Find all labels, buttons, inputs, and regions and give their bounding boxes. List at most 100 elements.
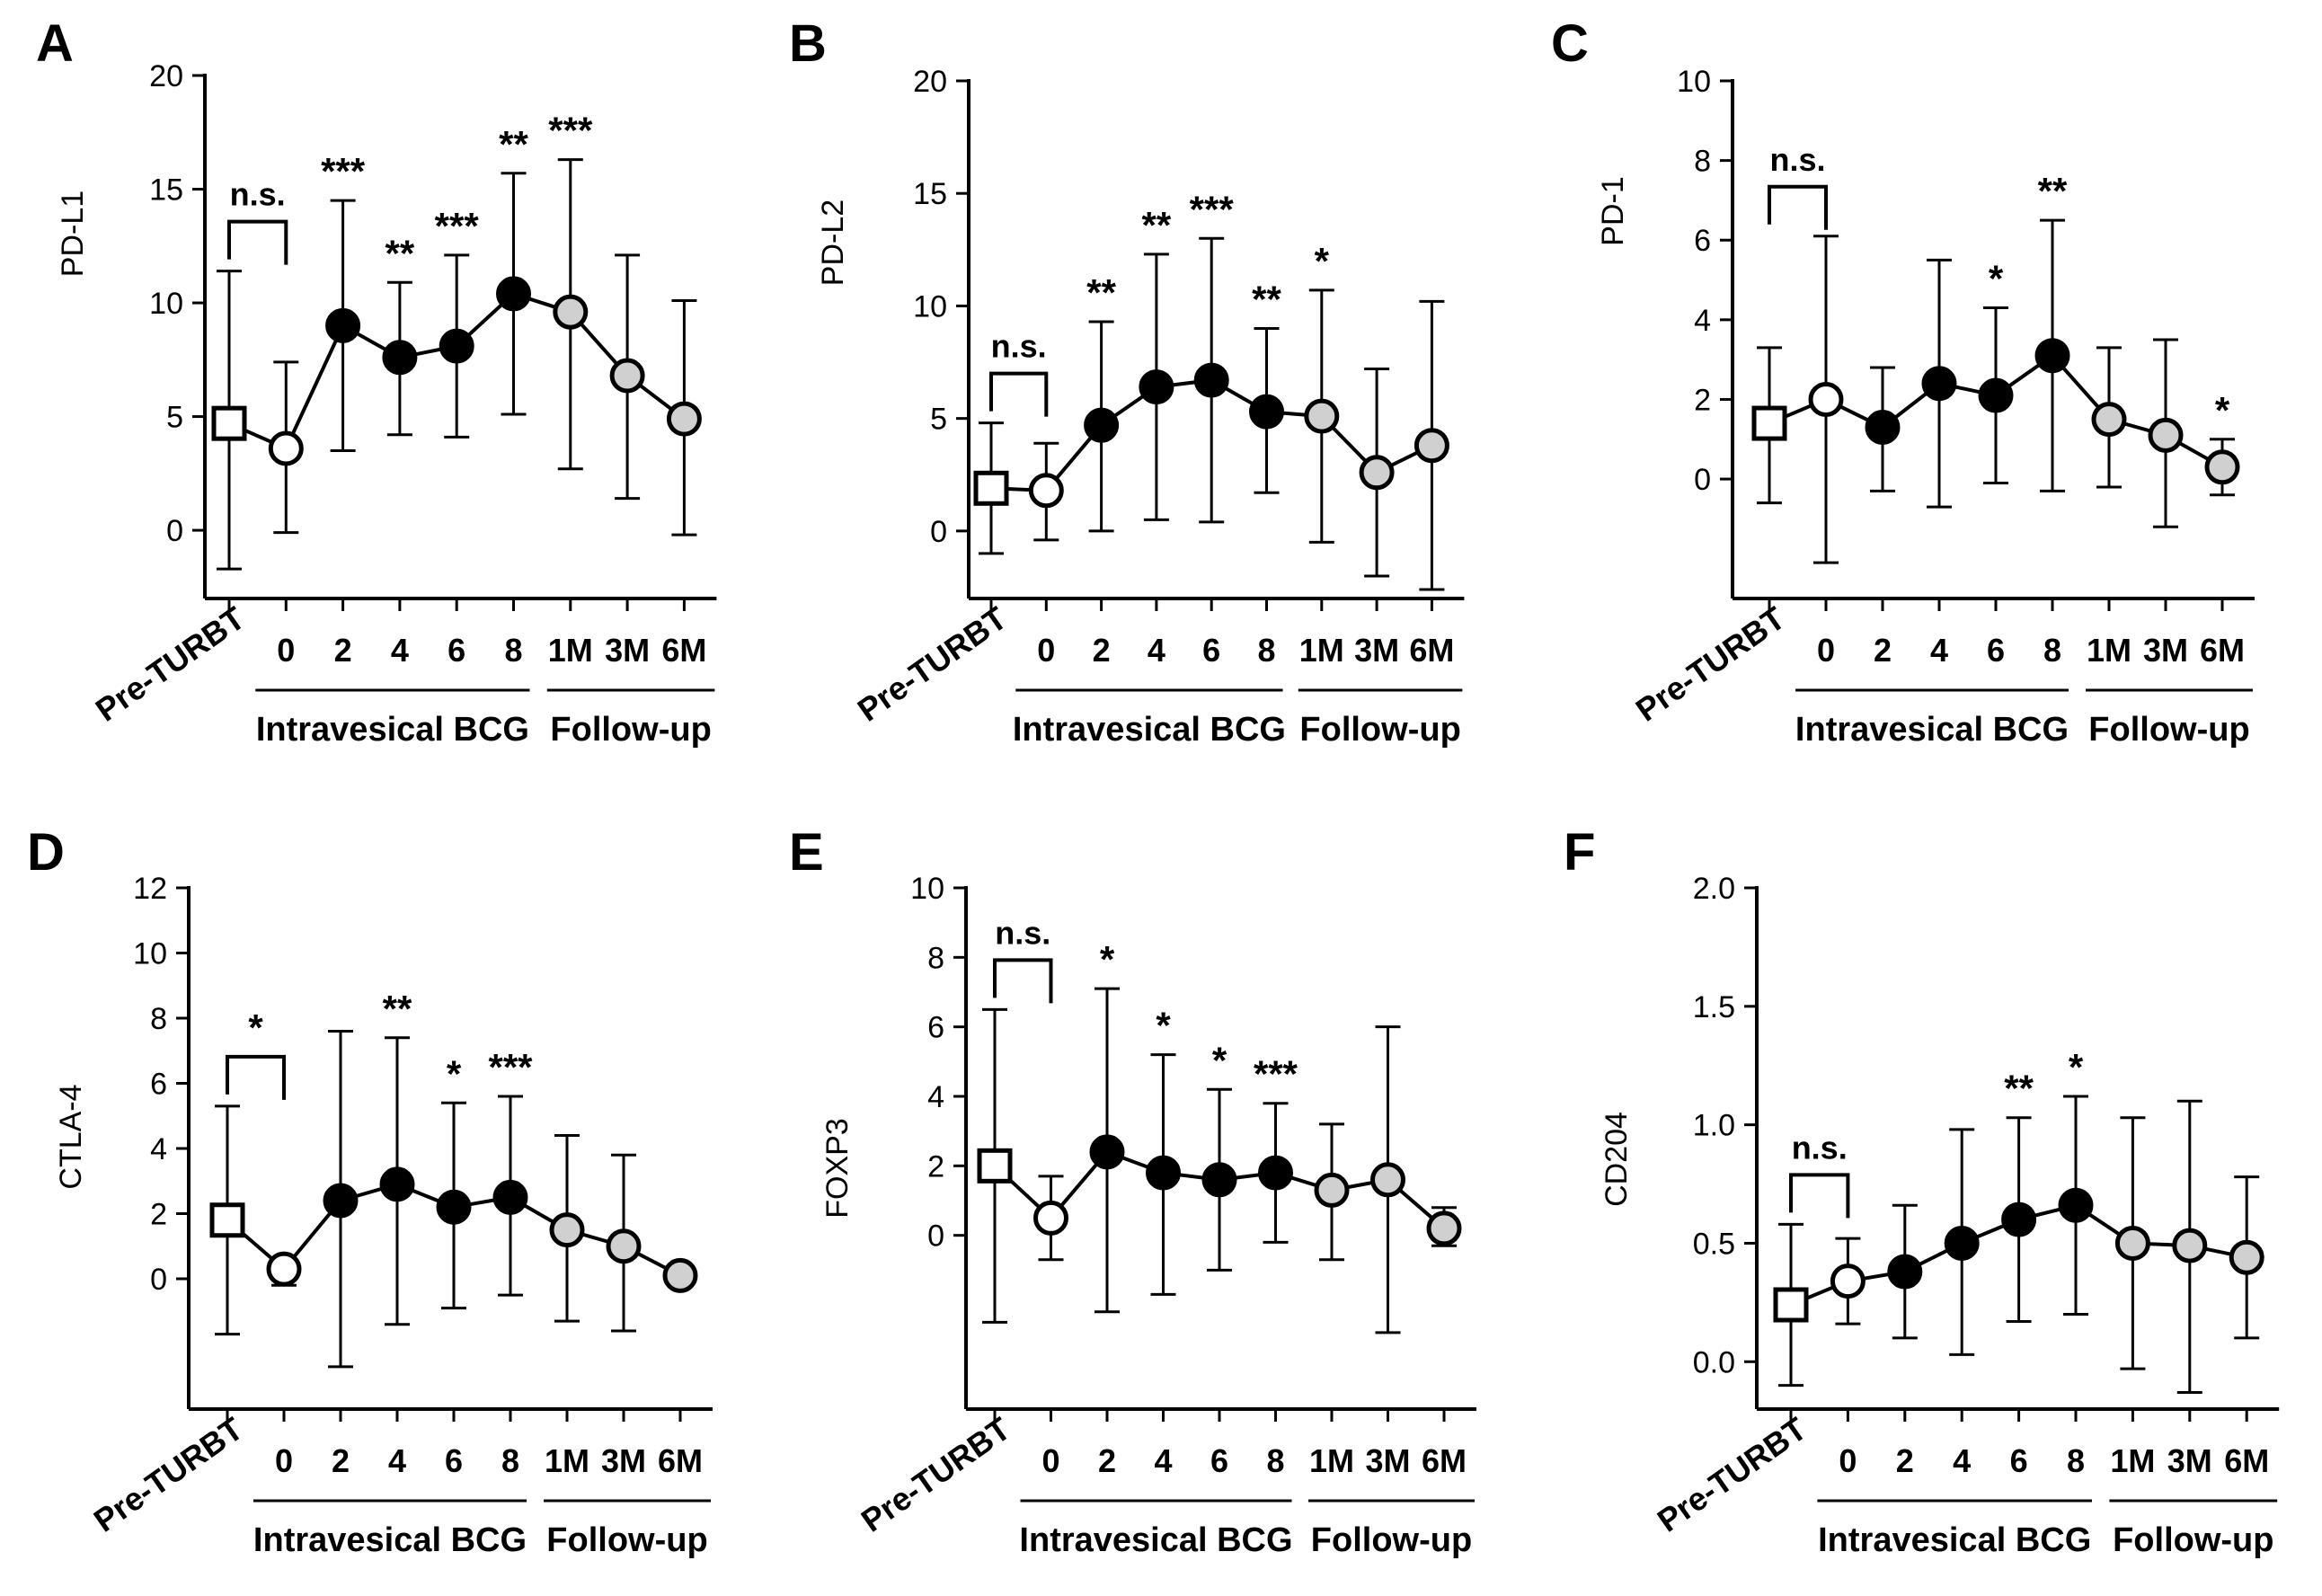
y-tick-label: 0 bbox=[1694, 463, 1711, 497]
y-tick-label: 10 bbox=[1677, 65, 1711, 99]
data-point bbox=[2114, 1225, 2150, 1261]
x-tick-label: 8 bbox=[2067, 1442, 2085, 1479]
data-point bbox=[1414, 428, 1449, 464]
panel-b: B 0 5 10 15 20 PD-L2 Pre-TURBT 0 2 4 6 8 1M 3M 6M Intrav… bbox=[789, 14, 1465, 749]
y-axis-label: CTLA-4 bbox=[54, 1084, 88, 1189]
bcg-group-label: Intravesical BCG bbox=[1795, 711, 2069, 749]
data-point bbox=[2058, 1187, 2094, 1223]
y-tick-label: 15 bbox=[149, 173, 183, 208]
bcg-group-label: Intravesical BCG bbox=[253, 1521, 527, 1559]
x-tick-label: 6 bbox=[445, 1442, 463, 1479]
x-tick-label: 2 bbox=[1896, 1442, 1914, 1479]
y-tick-label: 8 bbox=[927, 941, 944, 975]
x-tick-label: 4 bbox=[1930, 632, 1948, 669]
followup-group-label: Follow-up bbox=[2113, 1521, 2273, 1559]
x-tick-label: 0 bbox=[275, 1442, 293, 1479]
x-tick-label: 6M bbox=[1422, 1442, 1467, 1479]
y-tick-label: 4 bbox=[1694, 304, 1711, 338]
significance-label: * bbox=[1315, 240, 1330, 282]
y-tick-label: 10 bbox=[910, 872, 944, 906]
significance-label: * bbox=[2215, 389, 2230, 431]
panel-d: D 0 2 4 6 8 10 12 CTLA-4 Pre-TURBT 0 2 4 6 8 1M 3M 6M Intr… bbox=[27, 823, 713, 1559]
data-point bbox=[2204, 449, 2240, 485]
y-tick-label: 8 bbox=[1694, 145, 1711, 179]
data-point bbox=[1944, 1225, 1980, 1261]
bracket-label: n.s. bbox=[1792, 1129, 1848, 1166]
data-point bbox=[496, 276, 531, 312]
significance-label: *** bbox=[321, 150, 366, 192]
significance-label: * bbox=[1156, 1005, 1171, 1047]
comparison-bracket bbox=[989, 371, 1049, 417]
data-point bbox=[1201, 1162, 1237, 1198]
x-tick-label: 6 bbox=[2010, 1442, 2028, 1479]
data-point bbox=[1773, 1287, 1809, 1323]
y-axis-label: PD-L1 bbox=[56, 191, 90, 277]
data-point bbox=[382, 340, 418, 376]
x-tick-label: 2 bbox=[1093, 632, 1111, 669]
x-tick-label: 3M bbox=[1354, 632, 1399, 669]
x-tick-label: 1M bbox=[1309, 1442, 1354, 1479]
panel-f: F 0.0 0.5 1.0 1.5 2.0 CD204 Pre-TURBT 0 2 4 6 8 1M 3M 6… bbox=[1564, 823, 2280, 1559]
y-tick-label: 4 bbox=[150, 1132, 167, 1166]
followup-group-label: Follow-up bbox=[550, 711, 711, 749]
x-tick-label: 6M bbox=[2224, 1442, 2269, 1479]
y-tick-label: 0.5 bbox=[1693, 1227, 1735, 1261]
panel-a: A 0 5 10 15 20 PD-L1 Pre-TURBT 0 2 4 6 8 1M 3M 6M Intrav… bbox=[36, 14, 717, 749]
x-tick-label: Pre-TURBT bbox=[1629, 599, 1792, 729]
significance-label: * bbox=[2069, 1046, 2084, 1088]
x-tick-label: 6M bbox=[661, 632, 706, 669]
x-tick-label: 6M bbox=[1409, 632, 1454, 669]
data-point bbox=[2001, 1201, 2037, 1237]
data-point bbox=[606, 1228, 642, 1264]
data-point bbox=[1359, 455, 1395, 491]
panel-label: E bbox=[789, 823, 824, 882]
significance-label: *** bbox=[548, 110, 593, 152]
data-point bbox=[1139, 369, 1174, 405]
x-tick-label: 1M bbox=[2087, 632, 2131, 669]
data-point bbox=[1089, 1134, 1125, 1170]
data-point bbox=[1887, 1254, 1923, 1290]
significance-label: * bbox=[447, 1052, 462, 1095]
y-tick-label: 8 bbox=[150, 1002, 167, 1036]
y-tick-label: 5 bbox=[166, 401, 183, 435]
data-point bbox=[2229, 1239, 2264, 1275]
data-point bbox=[1028, 473, 1064, 509]
panel-label: A bbox=[36, 14, 74, 73]
significance-label: ** bbox=[1142, 204, 1172, 246]
panel-label: C bbox=[1551, 14, 1589, 73]
x-tick-label: 0 bbox=[1041, 1442, 1059, 1479]
x-tick-label: 6M bbox=[658, 1442, 703, 1479]
significance-label: ** bbox=[1086, 271, 1116, 314]
x-tick-label: 1M bbox=[545, 1442, 589, 1479]
followup-group-label: Follow-up bbox=[2088, 711, 2249, 749]
data-point bbox=[2148, 417, 2184, 453]
data-point bbox=[1370, 1162, 1405, 1198]
significance-label: ** bbox=[2038, 170, 2068, 212]
x-tick-label: 1M bbox=[2110, 1442, 2155, 1479]
data-point bbox=[1146, 1155, 1181, 1191]
significance-label: * bbox=[1100, 938, 1115, 980]
y-tick-label: 4 bbox=[927, 1080, 944, 1114]
data-point bbox=[553, 294, 589, 330]
data-point bbox=[1193, 362, 1229, 398]
x-tick-label: 1M bbox=[1299, 632, 1344, 669]
x-tick-label: 0 bbox=[1037, 632, 1055, 669]
y-tick-label: 1.0 bbox=[1693, 1109, 1735, 1143]
panel-label: B bbox=[789, 14, 827, 73]
data-point bbox=[1865, 409, 1901, 445]
x-tick-label: 0 bbox=[1839, 1442, 1857, 1479]
x-tick-label: 0 bbox=[277, 632, 295, 669]
data-point bbox=[1314, 1172, 1350, 1208]
x-tick-label: Pre-TURBT bbox=[89, 599, 252, 729]
y-tick-label: 15 bbox=[913, 177, 947, 211]
significance-label: ** bbox=[499, 123, 528, 165]
data-point bbox=[1426, 1210, 1462, 1246]
data-point bbox=[1978, 377, 2014, 413]
panel-label: D bbox=[27, 823, 65, 882]
x-tick-label: 3M bbox=[605, 632, 650, 669]
x-tick-label: 1M bbox=[548, 632, 593, 669]
data-point bbox=[211, 405, 247, 441]
panel-label: F bbox=[1564, 823, 1595, 882]
y-tick-label: 20 bbox=[913, 65, 947, 99]
